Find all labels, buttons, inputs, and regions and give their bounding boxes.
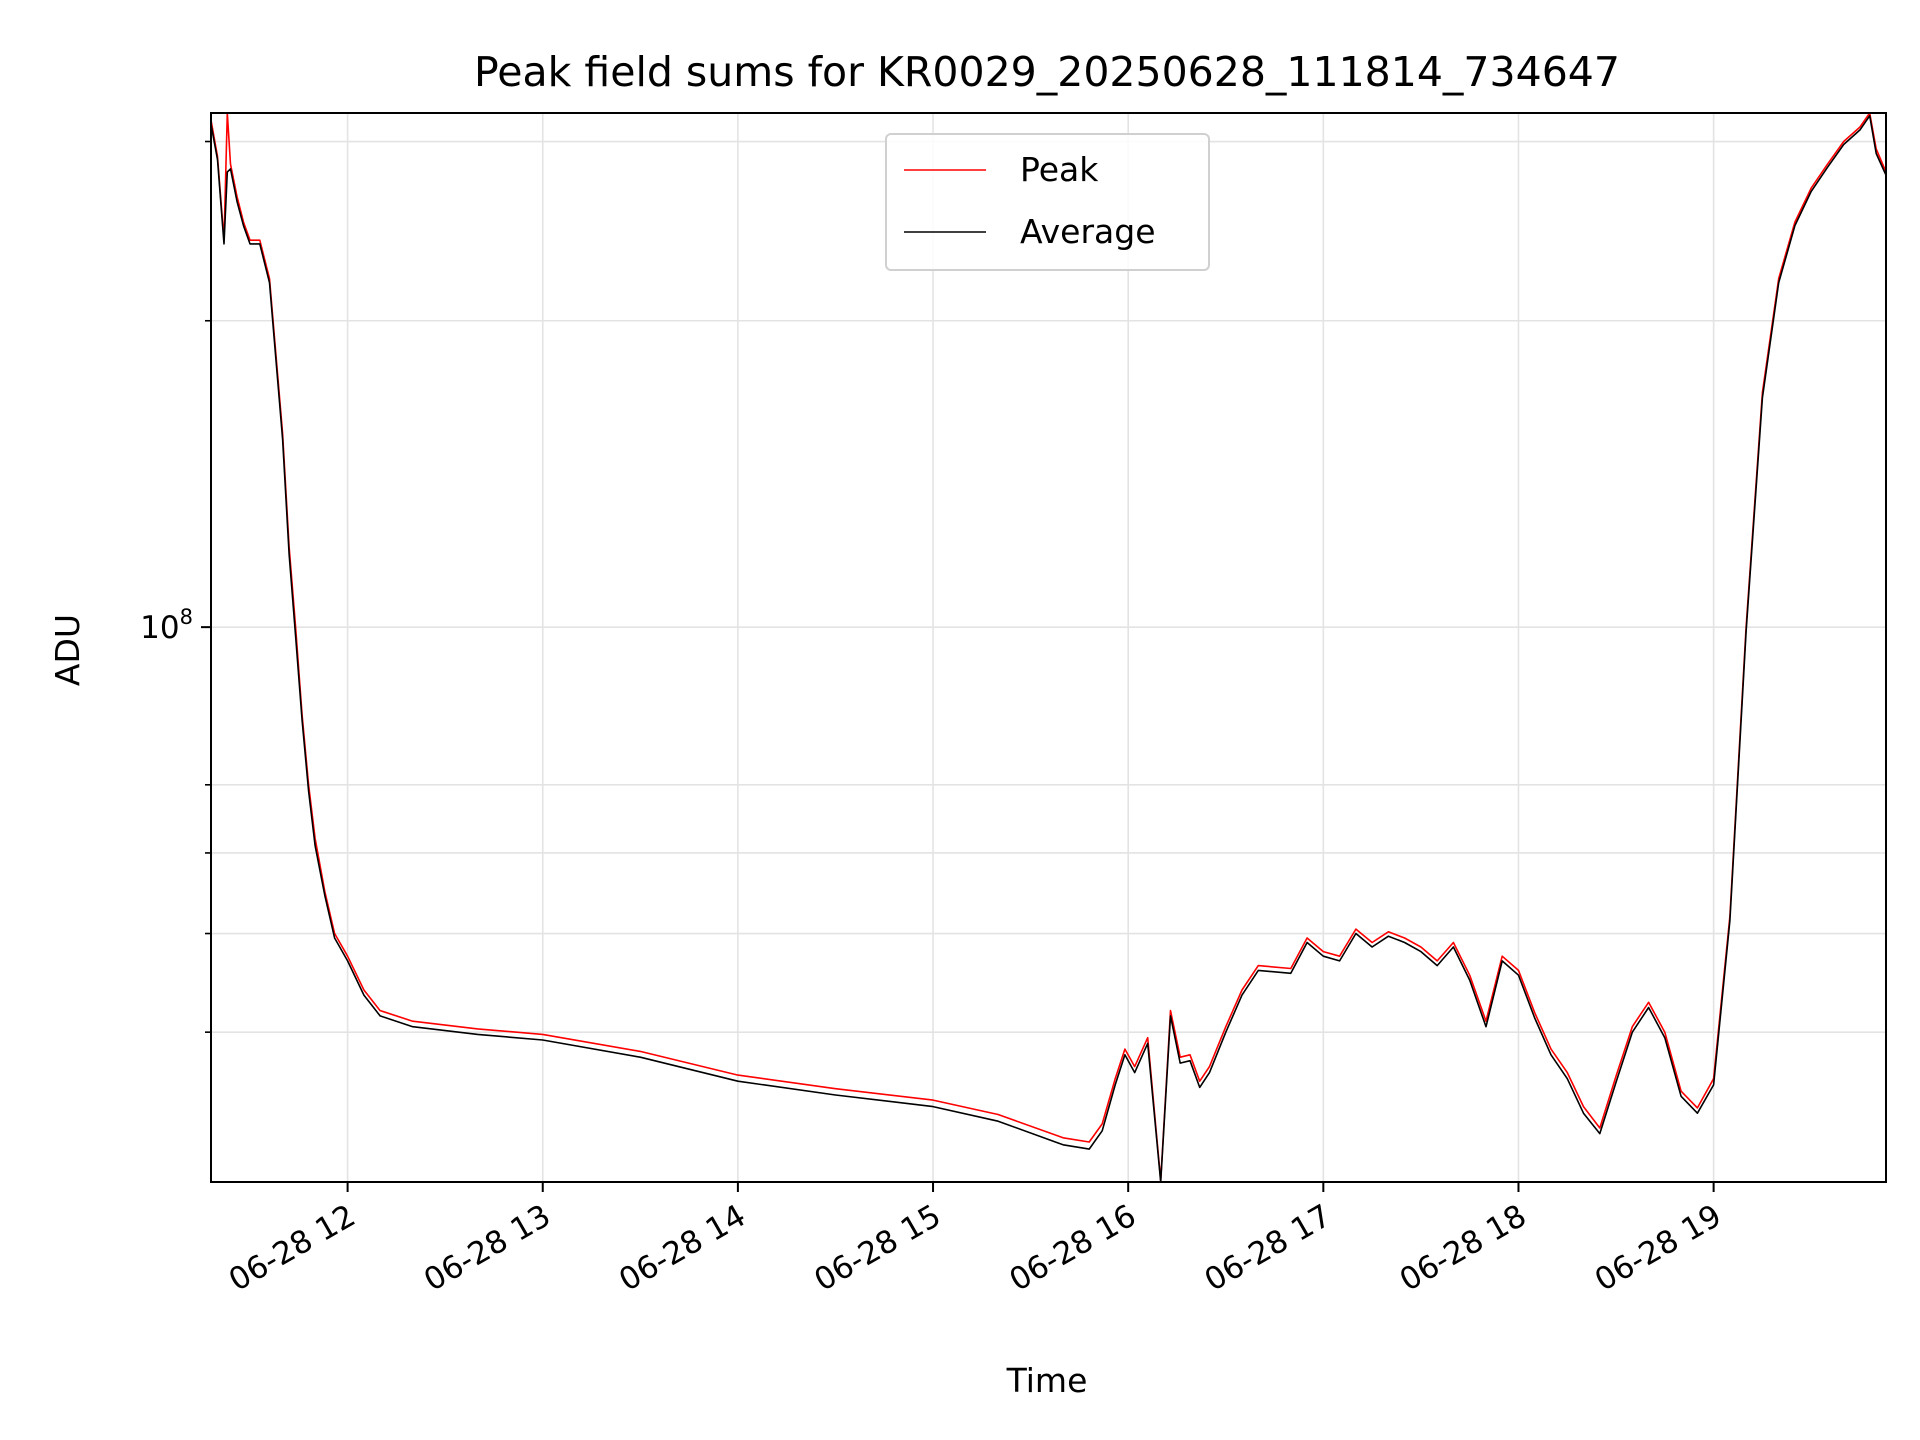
- legend-label-average: Average: [1020, 212, 1156, 251]
- series-layer: [210, 112, 1887, 1183]
- legend: Peak Average: [885, 133, 1210, 271]
- legend-label-peak: Peak: [1020, 150, 1099, 189]
- legend-box: [885, 133, 1210, 271]
- series-line-average: [210, 115, 1887, 1183]
- chart-title: Peak field sums for KR0029_20250628_1118…: [474, 48, 1620, 96]
- x-axis-title: Time: [1006, 1361, 1088, 1400]
- plot-frame: [210, 112, 1887, 1183]
- y-tick-label: 108: [140, 605, 193, 646]
- y-axis: 108: [140, 140, 211, 1033]
- y-axis-title: ADU: [48, 614, 87, 686]
